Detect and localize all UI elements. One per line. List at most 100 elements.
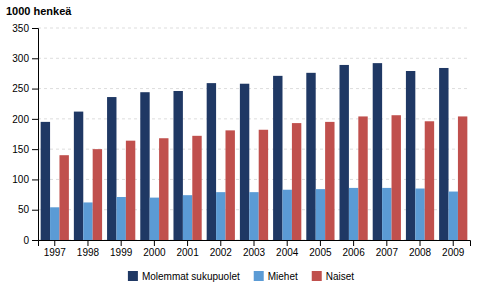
tick-mark bbox=[32, 58, 38, 59]
grid-line bbox=[38, 118, 470, 119]
tick-label: 2008 bbox=[409, 247, 432, 258]
bar bbox=[240, 84, 249, 240]
bar bbox=[249, 192, 258, 240]
grid-line bbox=[38, 149, 470, 150]
tick: 2002 bbox=[210, 240, 233, 258]
legend-swatch bbox=[254, 271, 264, 281]
bar bbox=[449, 192, 458, 240]
bar bbox=[392, 115, 401, 240]
grid-line bbox=[38, 88, 470, 89]
axis-line bbox=[39, 241, 471, 247]
bar bbox=[349, 188, 358, 240]
grid-line bbox=[38, 28, 470, 29]
tick: 2008 bbox=[409, 240, 432, 258]
tick-mark bbox=[420, 240, 421, 246]
tick-label: 2001 bbox=[176, 247, 199, 258]
tick: 2006 bbox=[342, 240, 365, 258]
bars bbox=[41, 63, 468, 240]
tick: 200 bbox=[12, 114, 38, 125]
tick: 2004 bbox=[276, 240, 299, 258]
bar bbox=[425, 121, 434, 240]
bar bbox=[159, 138, 168, 240]
legend-item: Naiset bbox=[312, 271, 355, 282]
bar bbox=[306, 73, 315, 240]
tick-label: 2009 bbox=[442, 247, 465, 258]
tick-label: 2004 bbox=[276, 247, 299, 258]
legend-label: Naiset bbox=[326, 271, 355, 282]
bar bbox=[59, 155, 68, 240]
tick-label: 2000 bbox=[143, 247, 166, 258]
tick-mark bbox=[32, 28, 38, 29]
tick-label: 100 bbox=[12, 174, 29, 185]
tick: 1999 bbox=[110, 240, 133, 258]
tick-mark bbox=[87, 240, 88, 246]
tick: 2009 bbox=[442, 240, 465, 258]
tick: 2005 bbox=[309, 240, 332, 258]
tick-label: 2006 bbox=[342, 247, 365, 258]
bar bbox=[406, 71, 415, 240]
tick-mark bbox=[32, 89, 38, 90]
tick-mark bbox=[121, 240, 122, 246]
tick-mark bbox=[54, 240, 55, 246]
tick-mark bbox=[32, 149, 38, 150]
tick-mark bbox=[32, 210, 38, 211]
tick: 2007 bbox=[376, 240, 399, 258]
tick-label: 2005 bbox=[309, 247, 332, 258]
tick-mark bbox=[386, 240, 387, 246]
bar bbox=[183, 195, 192, 240]
tick: 2003 bbox=[243, 240, 266, 258]
tick-label: 150 bbox=[12, 144, 29, 155]
tick: 150 bbox=[12, 144, 38, 155]
legend-item: Miehet bbox=[254, 271, 298, 282]
grid-line bbox=[38, 58, 470, 59]
legend: Molemmat sukupuolet Miehet Naiset bbox=[128, 271, 354, 282]
bar bbox=[173, 91, 182, 240]
bar bbox=[439, 68, 448, 240]
bar bbox=[283, 190, 292, 240]
tick: 0 bbox=[23, 235, 38, 246]
axis-line bbox=[32, 29, 39, 241]
tick: 2000 bbox=[143, 240, 166, 258]
tick-label: 250 bbox=[12, 83, 29, 94]
bar bbox=[458, 116, 467, 240]
bar bbox=[325, 122, 334, 240]
chart: 0501001502002503003501997199819992000200… bbox=[0, 0, 482, 290]
bar bbox=[140, 92, 149, 240]
tick-label: 1999 bbox=[110, 247, 133, 258]
bar bbox=[316, 189, 325, 240]
bar bbox=[340, 65, 349, 240]
legend-swatch bbox=[312, 271, 322, 281]
tick: 250 bbox=[12, 83, 38, 94]
bar bbox=[126, 141, 135, 240]
tick-label: 0 bbox=[23, 235, 29, 246]
tick-label: 300 bbox=[12, 53, 29, 64]
tick: 2001 bbox=[176, 240, 199, 258]
plot: 0501001502002503003501997199819992000200… bbox=[12, 23, 470, 258]
y-axis: 050100150200250300350 bbox=[12, 23, 38, 246]
tick-label: 200 bbox=[12, 114, 29, 125]
bar bbox=[415, 189, 424, 240]
bar bbox=[93, 149, 102, 240]
bar bbox=[150, 198, 159, 240]
bar bbox=[41, 122, 50, 240]
tick: 1997 bbox=[44, 240, 67, 258]
tick-mark bbox=[320, 240, 321, 246]
tick-mark bbox=[287, 240, 288, 246]
tick: 100 bbox=[12, 174, 38, 185]
bar bbox=[116, 197, 125, 240]
tick-mark bbox=[254, 240, 255, 246]
legend-label: Molemmat sukupuolet bbox=[142, 271, 240, 282]
bar bbox=[83, 202, 92, 240]
bar bbox=[273, 76, 282, 240]
bar bbox=[373, 63, 382, 240]
tick-label: 2002 bbox=[210, 247, 233, 258]
tick-mark bbox=[453, 240, 454, 246]
bar bbox=[74, 112, 83, 240]
tick-mark bbox=[32, 240, 38, 241]
tick-mark bbox=[32, 179, 38, 180]
bar bbox=[216, 192, 225, 240]
tick-label: 1998 bbox=[77, 247, 100, 258]
tick: 50 bbox=[18, 204, 38, 215]
bar bbox=[225, 130, 234, 240]
bar bbox=[382, 188, 391, 240]
